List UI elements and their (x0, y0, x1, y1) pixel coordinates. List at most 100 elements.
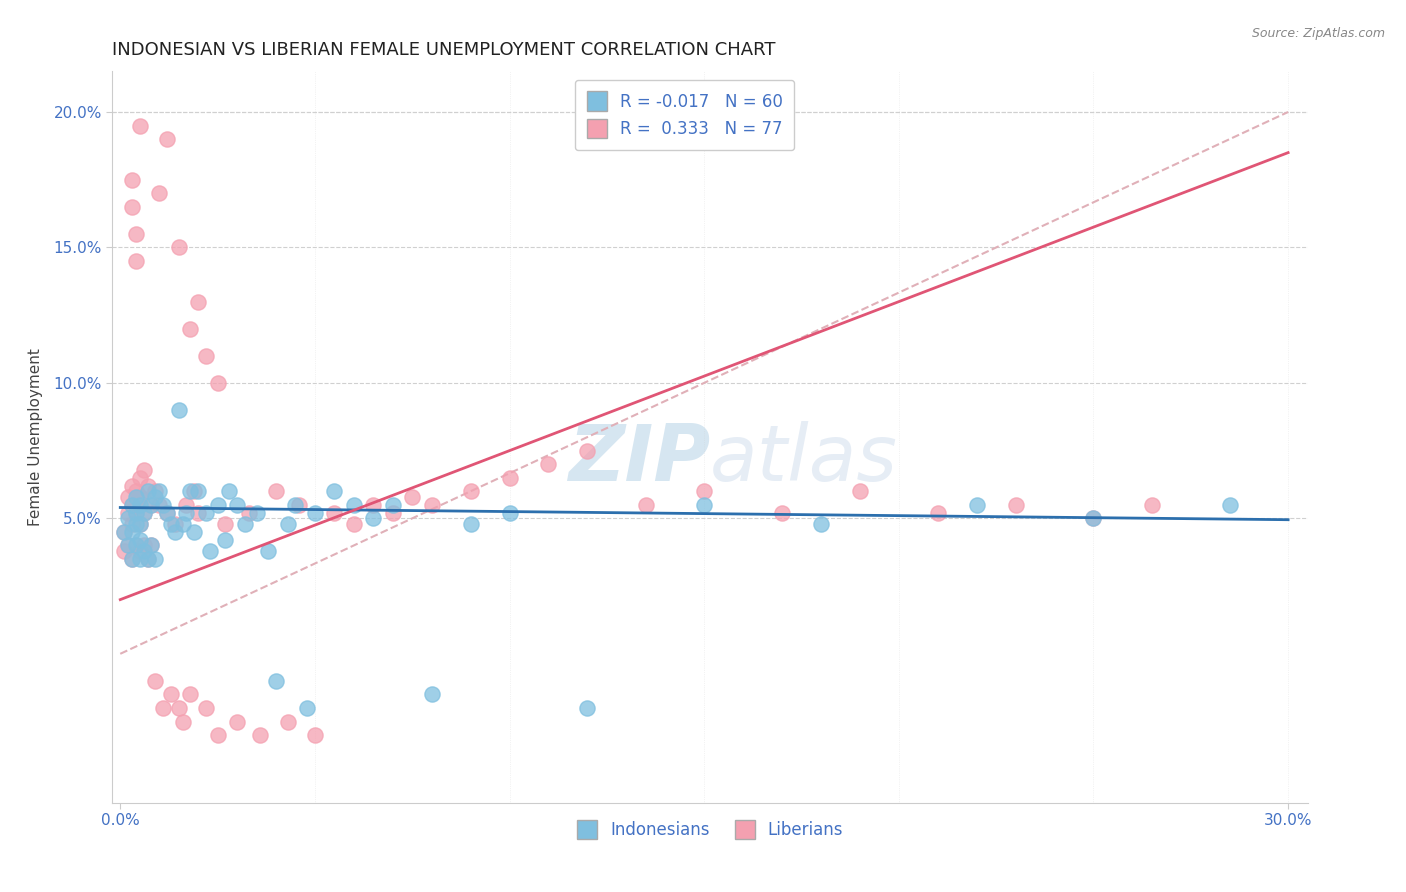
Point (233, 516, 256, 531)
Point (770, 506, 793, 520)
Point (117, 506, 139, 520)
Point (117, 538, 139, 552)
Point (121, 498, 143, 512)
Point (207, 498, 229, 512)
Point (218, 484, 240, 499)
Point (420, 498, 443, 512)
Point (498, 506, 520, 520)
Point (381, 506, 404, 520)
Point (148, 484, 170, 499)
Point (117, 490, 139, 504)
Point (214, 533, 236, 547)
Point (136, 552, 159, 566)
Point (207, 376, 229, 390)
Point (125, 227, 148, 241)
Point (401, 490, 423, 504)
Point (141, 498, 163, 512)
Point (132, 462, 155, 476)
Point (249, 728, 271, 742)
Point (128, 533, 150, 547)
Point (576, 701, 599, 715)
Y-axis label: Female Unemployment: Female Unemployment (28, 348, 42, 526)
Point (179, 322, 201, 336)
Point (927, 506, 949, 520)
Point (323, 484, 346, 499)
Point (187, 506, 209, 520)
Point (343, 498, 366, 512)
Point (245, 506, 267, 520)
Point (1140, 498, 1163, 512)
Point (363, 498, 385, 512)
Point (214, 516, 236, 531)
Point (125, 516, 148, 531)
Point (156, 506, 179, 520)
Point (172, 714, 194, 729)
Point (143, 484, 166, 499)
Point (304, 728, 326, 742)
Point (128, 490, 150, 504)
Point (152, 701, 174, 715)
Point (112, 524, 135, 539)
Point (172, 516, 194, 531)
Point (167, 240, 190, 254)
Point (128, 516, 150, 531)
Point (381, 498, 404, 512)
Point (693, 484, 716, 499)
Point (121, 172, 143, 186)
Point (132, 538, 155, 552)
Point (810, 516, 832, 531)
Point (156, 506, 179, 520)
Point (284, 498, 307, 512)
Point (128, 490, 150, 504)
Point (156, 132, 179, 146)
Point (277, 714, 299, 729)
Point (132, 506, 155, 520)
Point (125, 254, 148, 268)
Point (238, 506, 260, 520)
Point (693, 498, 716, 512)
Point (167, 403, 190, 417)
Point (125, 538, 148, 552)
Text: ZIP: ZIP (568, 421, 710, 497)
Point (121, 516, 143, 531)
Point (1219, 498, 1241, 512)
Point (420, 688, 443, 702)
Point (257, 544, 280, 558)
Point (1083, 511, 1105, 525)
Point (163, 516, 186, 531)
Point (179, 688, 201, 702)
Point (537, 457, 560, 471)
Point (183, 484, 205, 499)
Point (141, 538, 163, 552)
Point (460, 516, 482, 531)
Point (148, 186, 170, 201)
Point (128, 552, 150, 566)
Point (128, 516, 150, 531)
Point (125, 506, 148, 520)
Point (187, 484, 209, 499)
Point (295, 701, 318, 715)
Point (143, 490, 166, 504)
Point (966, 498, 988, 512)
Point (498, 471, 520, 485)
Point (125, 484, 148, 499)
Point (183, 524, 205, 539)
Point (112, 524, 135, 539)
Point (460, 484, 482, 499)
Point (160, 688, 183, 702)
Point (121, 524, 143, 539)
Point (163, 524, 186, 539)
Point (226, 498, 249, 512)
Point (176, 506, 198, 520)
Point (141, 498, 163, 512)
Point (304, 506, 326, 520)
Point (288, 498, 311, 512)
Point (194, 349, 217, 363)
Text: Source: ZipAtlas.com: Source: ZipAtlas.com (1251, 27, 1385, 40)
Point (363, 511, 385, 525)
Point (277, 516, 299, 531)
Point (264, 484, 287, 499)
Point (343, 516, 366, 531)
Point (125, 538, 148, 552)
Point (136, 479, 159, 493)
